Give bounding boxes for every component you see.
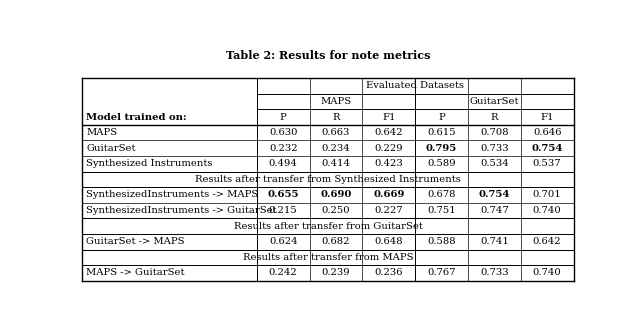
Text: MAPS: MAPS bbox=[86, 128, 118, 137]
Text: F1: F1 bbox=[540, 113, 554, 122]
Text: Results after transfer from MAPS: Results after transfer from MAPS bbox=[243, 253, 413, 262]
Text: Results after transfer from GuitarSet: Results after transfer from GuitarSet bbox=[234, 222, 422, 231]
Text: 0.642: 0.642 bbox=[374, 128, 403, 137]
Text: 0.669: 0.669 bbox=[373, 190, 404, 199]
Text: 0.701: 0.701 bbox=[532, 190, 561, 199]
Text: 0.624: 0.624 bbox=[269, 237, 298, 246]
Text: 0.236: 0.236 bbox=[374, 268, 403, 277]
Text: R: R bbox=[491, 113, 498, 122]
Text: 0.630: 0.630 bbox=[269, 128, 298, 137]
Text: 0.733: 0.733 bbox=[480, 268, 509, 277]
Text: 0.655: 0.655 bbox=[268, 190, 299, 199]
Text: 0.648: 0.648 bbox=[374, 237, 403, 246]
Text: 0.754: 0.754 bbox=[531, 144, 563, 153]
Text: 0.537: 0.537 bbox=[533, 159, 561, 168]
Text: 0.754: 0.754 bbox=[479, 190, 510, 199]
Text: 0.795: 0.795 bbox=[426, 144, 457, 153]
Text: 0.741: 0.741 bbox=[480, 237, 509, 246]
Text: 0.740: 0.740 bbox=[532, 206, 561, 215]
Text: MAPS -> GuitarSet: MAPS -> GuitarSet bbox=[86, 268, 185, 277]
Text: MAPS: MAPS bbox=[321, 97, 351, 106]
Text: 0.227: 0.227 bbox=[374, 206, 403, 215]
Text: 0.663: 0.663 bbox=[322, 128, 350, 137]
Text: 0.423: 0.423 bbox=[374, 159, 403, 168]
Text: 0.747: 0.747 bbox=[480, 206, 509, 215]
Text: GuitarSet: GuitarSet bbox=[86, 144, 136, 153]
Text: GuitarSet -> MAPS: GuitarSet -> MAPS bbox=[86, 237, 185, 246]
Text: 0.242: 0.242 bbox=[269, 268, 298, 277]
Text: 0.751: 0.751 bbox=[427, 206, 456, 215]
Text: P: P bbox=[280, 113, 287, 122]
Text: Table 2: Results for note metrics: Table 2: Results for note metrics bbox=[226, 50, 430, 61]
Text: 0.740: 0.740 bbox=[532, 268, 561, 277]
Text: 0.534: 0.534 bbox=[480, 159, 509, 168]
Text: Evaluated Datasets: Evaluated Datasets bbox=[366, 81, 464, 91]
Text: 0.588: 0.588 bbox=[428, 237, 456, 246]
Text: GuitarSet: GuitarSet bbox=[470, 97, 519, 106]
Text: SynthesizedInstruments -> GuitarSet: SynthesizedInstruments -> GuitarSet bbox=[86, 206, 277, 215]
Text: 0.690: 0.690 bbox=[320, 190, 351, 199]
Text: 0.642: 0.642 bbox=[533, 237, 561, 246]
Text: 0.678: 0.678 bbox=[428, 190, 456, 199]
Text: Results after transfer from Synthesized Instruments: Results after transfer from Synthesized … bbox=[195, 175, 461, 184]
Text: Model trained on:: Model trained on: bbox=[86, 113, 187, 122]
Text: P: P bbox=[438, 113, 445, 122]
Text: 0.229: 0.229 bbox=[374, 144, 403, 153]
Text: 0.767: 0.767 bbox=[428, 268, 456, 277]
Text: R: R bbox=[332, 113, 340, 122]
Text: 0.494: 0.494 bbox=[269, 159, 298, 168]
Text: 0.234: 0.234 bbox=[322, 144, 350, 153]
Text: 0.250: 0.250 bbox=[322, 206, 350, 215]
Text: 0.232: 0.232 bbox=[269, 144, 298, 153]
Text: 0.215: 0.215 bbox=[269, 206, 298, 215]
Text: SynthesizedInstruments -> MAPS: SynthesizedInstruments -> MAPS bbox=[86, 190, 259, 199]
Text: 0.682: 0.682 bbox=[322, 237, 350, 246]
Text: 0.615: 0.615 bbox=[428, 128, 456, 137]
Text: F1: F1 bbox=[382, 113, 396, 122]
Text: Synthesized Instruments: Synthesized Instruments bbox=[86, 159, 213, 168]
Text: 0.414: 0.414 bbox=[321, 159, 351, 168]
Text: 0.646: 0.646 bbox=[533, 128, 561, 137]
Text: 0.589: 0.589 bbox=[428, 159, 456, 168]
Text: 0.733: 0.733 bbox=[480, 144, 509, 153]
Text: 0.239: 0.239 bbox=[322, 268, 350, 277]
Text: 0.708: 0.708 bbox=[480, 128, 509, 137]
